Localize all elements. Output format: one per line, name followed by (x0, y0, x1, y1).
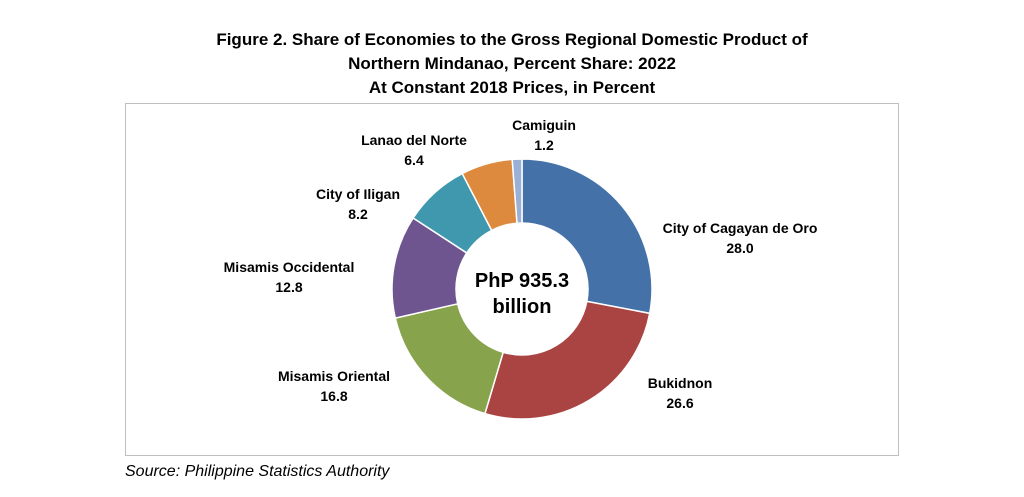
slice-label-value: 6.4 (404, 152, 424, 168)
slice-label-value: 1.2 (534, 137, 554, 153)
center-label-amount: PhP 935.3 (475, 270, 569, 292)
slice-label-name: City of Cagayan de Oro (663, 220, 818, 236)
slice-label-name: Misamis Oriental (278, 368, 390, 384)
chart-title: Figure 2. Share of Economies to the Gros… (0, 28, 1024, 100)
donut-slices (391, 158, 653, 420)
slice-label-name: Misamis Occidental (224, 259, 355, 275)
donut-slice-city-of-cagayan-de-oro (521, 158, 653, 315)
chart-title-line-1: Figure 2. Share of Economies to the Gros… (216, 30, 808, 49)
slice-label-value: 8.2 (348, 206, 368, 222)
donut-slice-misamis-oriental (394, 302, 505, 415)
slice-label-value: 16.8 (320, 388, 347, 404)
slice-label-name: Camiguin (512, 117, 576, 133)
center-label-unit: billion (493, 296, 552, 318)
chart-title-line-2: Northern Mindanao, Percent Share: 2022 (348, 54, 676, 73)
slice-label-name: City of Iligan (316, 186, 400, 202)
slice-label-name: Bukidnon (648, 375, 713, 391)
donut-slice-camiguin (511, 158, 523, 224)
slice-label-value: 12.8 (275, 279, 302, 295)
slice-label-value: 26.6 (666, 395, 693, 411)
slice-label-name: Lanao del Norte (361, 132, 467, 148)
slice-labels: City of Cagayan de Oro 28.0 Bukidnon 26.6 Mi… (224, 117, 818, 411)
chart-title-line-3: At Constant 2018 Prices, in Percent (368, 78, 656, 97)
donut-slice-bukidnon (484, 300, 651, 420)
slice-label-value: 28.0 (726, 240, 753, 256)
source-note: Source: Philippine Statistics Authority (125, 463, 390, 480)
